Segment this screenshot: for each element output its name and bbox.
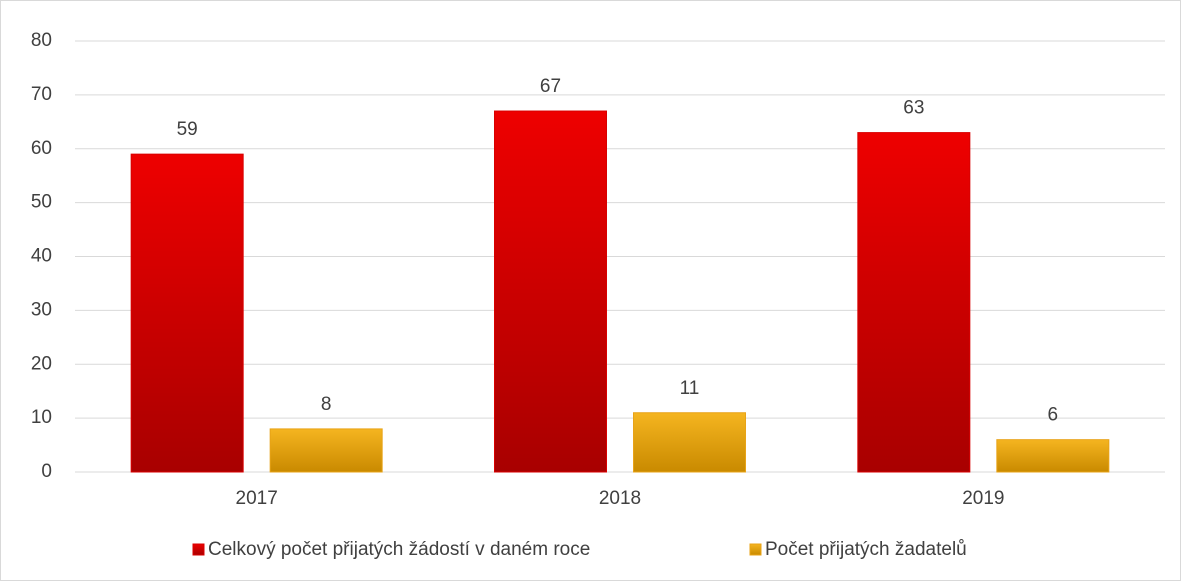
y-tick-label: 50 xyxy=(31,192,52,213)
bar xyxy=(494,110,607,473)
legend-swatch xyxy=(192,543,205,556)
bar xyxy=(269,428,383,473)
y-tick-label: 30 xyxy=(31,299,52,320)
legend-swatch xyxy=(749,543,762,556)
data-label: 59 xyxy=(177,119,198,140)
y-tick-label: 40 xyxy=(31,246,52,267)
x-tick-label: 2017 xyxy=(236,488,278,509)
bar xyxy=(996,439,1110,473)
data-label: 67 xyxy=(540,76,561,97)
y-tick-label: 0 xyxy=(41,461,52,482)
x-tick-label: 2019 xyxy=(962,488,1004,509)
y-tick-label: 80 xyxy=(31,30,52,51)
bar xyxy=(633,412,746,473)
bar xyxy=(857,132,971,473)
data-label: 11 xyxy=(680,378,700,399)
y-tick-label: 20 xyxy=(31,353,52,374)
legend-label: Počet přijatých žadatelů xyxy=(765,539,967,560)
data-label: 63 xyxy=(903,98,924,119)
bar xyxy=(130,153,244,473)
x-tick-label: 2018 xyxy=(599,488,641,509)
data-label: 8 xyxy=(321,394,332,415)
y-tick-label: 10 xyxy=(31,407,52,428)
data-label: 6 xyxy=(1048,405,1059,426)
legend-label: Celkový počet přijatých žádostí v daném … xyxy=(208,539,590,560)
y-tick-label: 70 xyxy=(31,84,52,105)
y-tick-label: 60 xyxy=(31,138,52,159)
